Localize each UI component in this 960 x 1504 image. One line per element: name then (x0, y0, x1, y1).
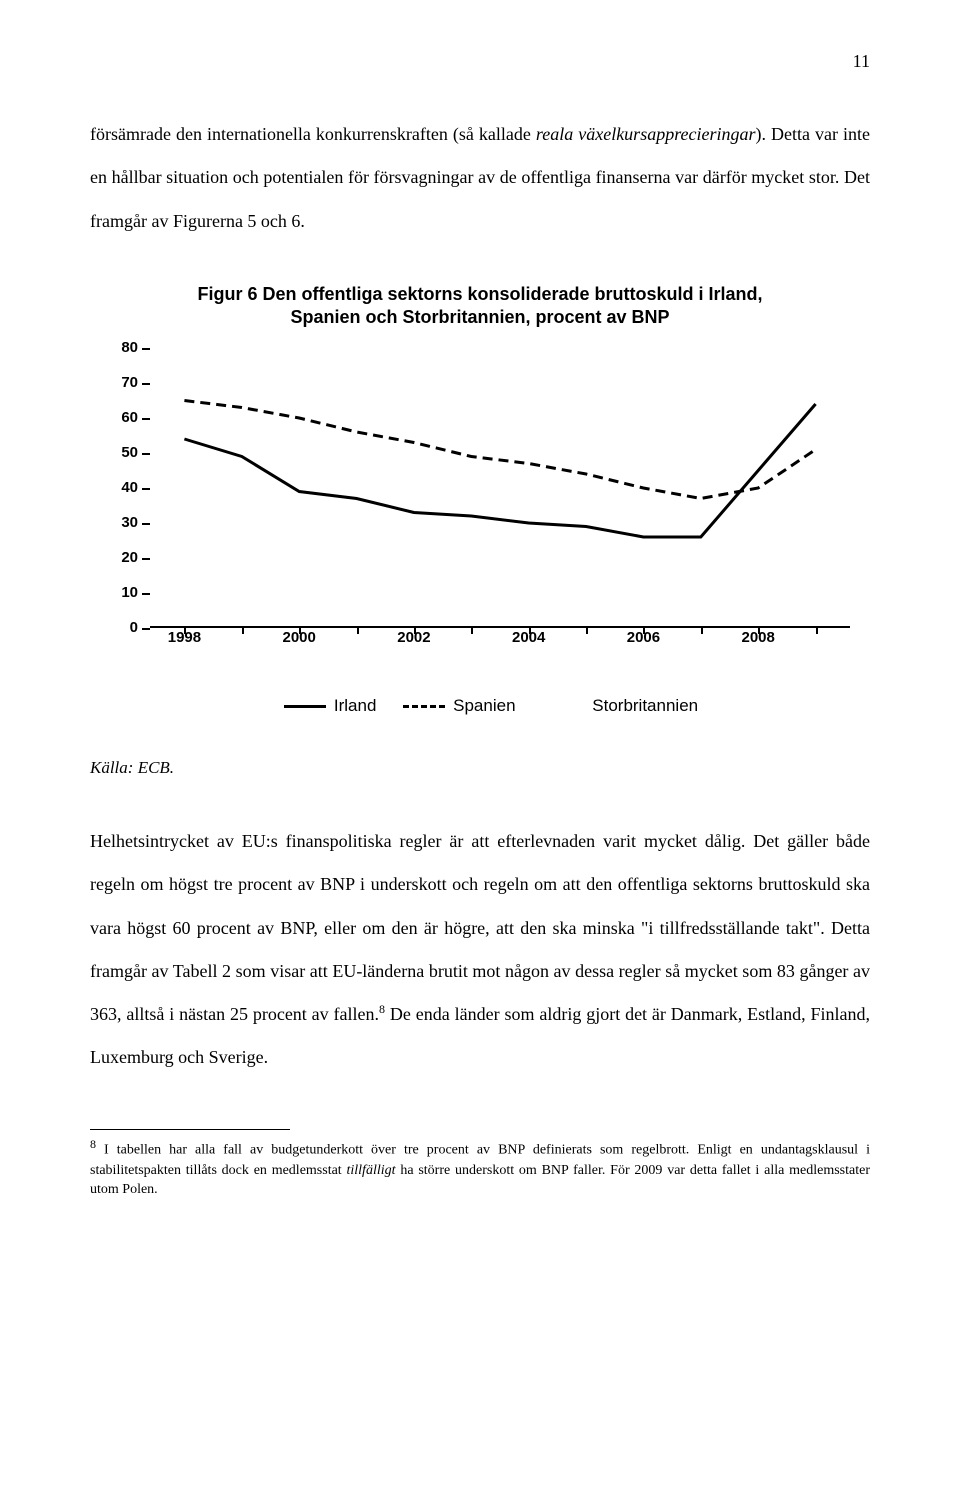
x-tick (586, 626, 588, 634)
x-axis-label: 1998 (168, 620, 201, 656)
y-tick (142, 383, 150, 385)
y-tick (142, 628, 150, 630)
x-tick (471, 626, 473, 634)
chart-legend: Irland Spanien Storbritannien (90, 686, 870, 727)
y-axis-label: 60 (110, 400, 138, 436)
paragraph-1: försämrade den internationella konkurren… (90, 113, 870, 243)
x-axis-label: 2002 (397, 620, 430, 656)
x-tick (242, 626, 244, 634)
y-tick (142, 348, 150, 350)
para2-pre: Helhetsintrycket av EU:s finanspolitiska… (90, 831, 870, 1024)
chart-line (184, 400, 815, 498)
y-tick (142, 558, 150, 560)
legend-swatch-spanien (403, 705, 445, 708)
x-axis-label: 2004 (512, 620, 545, 656)
chart-title: Figur 6 Den offentliga sektorns konsolid… (180, 283, 780, 330)
plot-area: 0102030405060708019982000200220042006200… (150, 348, 850, 628)
y-axis-label: 40 (110, 470, 138, 506)
y-axis-label: 0 (110, 610, 138, 646)
x-tick (357, 626, 359, 634)
chart-svg (150, 348, 850, 628)
y-tick (142, 453, 150, 455)
y-tick (142, 488, 150, 490)
chart-canvas: 0102030405060708019982000200220042006200… (100, 338, 860, 668)
y-axis-label: 70 (110, 365, 138, 401)
x-axis-label: 2000 (282, 620, 315, 656)
para1-a: försämrade den internationella konkurren… (90, 124, 536, 144)
para1-b: reala växelkursapprecieringar (536, 124, 756, 144)
x-tick (816, 626, 818, 634)
legend-label-spanien: Spanien (453, 696, 515, 715)
y-axis-label: 30 (110, 505, 138, 541)
x-axis-label: 2008 (742, 620, 775, 656)
y-axis-label: 50 (110, 435, 138, 471)
figure-6: Figur 6 Den offentliga sektorns konsolid… (90, 283, 870, 727)
y-axis-label: 20 (110, 540, 138, 576)
y-tick (142, 593, 150, 595)
y-tick (142, 523, 150, 525)
chart-line (184, 404, 815, 537)
x-axis-label: 2006 (627, 620, 660, 656)
page-number: 11 (90, 40, 870, 83)
footnote-b: tillfälligt (347, 1163, 396, 1178)
legend-swatch-irland (284, 705, 326, 708)
footnote-8: 8 I tabellen har alla fall av budgetunde… (90, 1136, 870, 1199)
footnote-rule (90, 1129, 290, 1130)
paragraph-2: Helhetsintrycket av EU:s finanspolitiska… (90, 820, 870, 1079)
y-axis-label: 10 (110, 575, 138, 611)
y-axis-label: 80 (110, 330, 138, 366)
chart-source: Källa: ECB. (90, 756, 870, 780)
legend-label-storbritannien: Storbritannien (592, 696, 698, 715)
y-tick (142, 418, 150, 420)
legend-label-irland: Irland (334, 696, 377, 715)
x-tick (701, 626, 703, 634)
